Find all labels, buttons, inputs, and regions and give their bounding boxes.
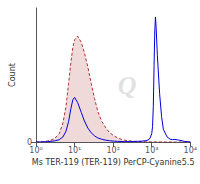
svg-text:10⁴: 10⁴	[184, 146, 197, 155]
svg-text:Q: Q	[118, 71, 137, 100]
svg-text:10²: 10²	[106, 146, 119, 155]
svg-text:10⁰: 10⁰	[29, 146, 42, 155]
svg-text:10¹: 10¹	[68, 146, 81, 155]
svg-text:Ms TER-119 (TER-119) PerCP-Cya: Ms TER-119 (TER-119) PerCP-Cyanine5.5	[32, 158, 195, 167]
svg-text:0: 0	[26, 137, 32, 147]
svg-text:Count: Count	[8, 63, 17, 87]
svg-text:10³: 10³	[145, 146, 158, 155]
